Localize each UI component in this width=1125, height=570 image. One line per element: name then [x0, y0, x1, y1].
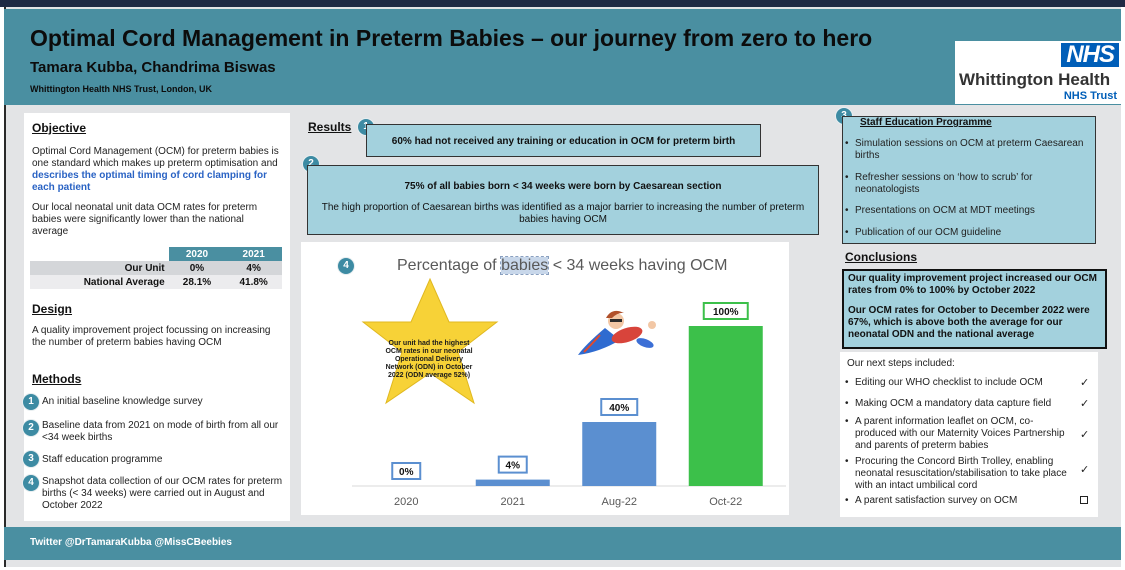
staff-item-1: Simulation sessions on OCM at preterm Ca… — [845, 138, 1085, 162]
result-1-box: 60% had not received any training or edu… — [366, 124, 761, 157]
next-steps-intro: Our next steps included: — [847, 358, 955, 369]
design-heading: Design — [32, 302, 73, 316]
result-number-4: 4 — [337, 257, 355, 275]
logo-org-name: Whittington Health — [959, 70, 1111, 89]
method-number-2: 2 — [22, 419, 40, 437]
results-heading: Results — [308, 120, 352, 134]
table-row: Our Unit 0% 4% — [30, 261, 282, 275]
window-top-strip — [0, 0, 1125, 7]
table-cell: Our Unit — [30, 261, 169, 275]
table-header-row: 2020 2021 — [30, 247, 282, 261]
conclusions-p1: Our quality improvement project increase… — [848, 273, 1097, 296]
staff-heading: Staff Education Programme — [860, 117, 992, 128]
method-item-2: Baseline data from 2021 on mode of birth… — [42, 420, 279, 443]
methods-heading: Methods — [32, 372, 82, 386]
table-cell: 0% — [168, 261, 226, 275]
method-item-4: Snapshot data collection of our OCM rate… — [42, 476, 283, 511]
objective-text-plain: Optimal Cord Management (OCM) for preter… — [32, 146, 279, 169]
nhs-logo: NHS Whittington Health NHS Trust — [955, 41, 1123, 104]
poster-header — [4, 9, 1121, 105]
table-header-2020: 2020 — [168, 247, 226, 261]
chart-panel — [301, 242, 789, 515]
next-step-4: Procuring the Concord Birth Trolley, ena… — [845, 456, 1069, 492]
method-number-1: 1 — [22, 393, 40, 411]
design-text: A quality improvement project focussing … — [32, 325, 271, 348]
objective-local-data: Our local neonatal unit data OCM rates f… — [32, 202, 258, 237]
next-step-2: Making OCM a mandatory data capture fiel… — [845, 398, 1067, 410]
done-check-icon: ✓ — [1080, 464, 1090, 476]
conclusions-box: Our quality improvement project increase… — [842, 269, 1107, 349]
poster-title: Optimal Cord Management in Preterm Babie… — [30, 25, 873, 51]
result-2-title: 75% of all babies born < 34 weeks were b… — [404, 181, 722, 192]
method-number-4: 4 — [22, 474, 40, 492]
chart-title-part-b: < 34 weeks having OCM — [552, 257, 728, 274]
staff-item-4: Publication of our OCM guideline — [845, 227, 1085, 239]
pending-checkbox-icon — [1080, 496, 1088, 504]
table-cell: 28.1% — [168, 275, 226, 289]
conclusions-p2: Our OCM rates for October to December 20… — [848, 305, 1090, 340]
done-check-icon: ✓ — [1080, 429, 1090, 441]
chart-title: Percentage of babies < 34 weeks having O… — [397, 256, 728, 275]
logo-trust-name: NHS Trust — [1063, 90, 1117, 102]
method-item-1: An initial baseline knowledge survey — [42, 396, 203, 407]
result-1-text: 60% had not received any training or edu… — [391, 136, 736, 147]
conclusions-heading: Conclusions — [845, 250, 918, 264]
left-panel — [24, 113, 290, 521]
table-cell: National Average — [30, 275, 169, 289]
table-cell: 41.8% — [225, 275, 282, 289]
objective-text-accent: describes the optimal timing of cord cla… — [32, 170, 268, 193]
objective-heading: Objective — [32, 121, 87, 135]
poster-authors: Tamara Kubba, Chandrima Biswas — [30, 59, 276, 76]
next-step-5: A parent satisfaction survey on OCM — [845, 495, 1067, 507]
table-corner-cell — [30, 247, 169, 261]
done-check-icon: ✓ — [1080, 398, 1090, 410]
chart-title-selected-word: babies — [500, 256, 550, 275]
star-callout-text: Our unit had the highest OCM rates in ou… — [385, 340, 473, 379]
next-step-1: Editing our WHO checklist to include OCM — [845, 377, 1067, 389]
ocm-rates-table: 2020 2021 Our Unit 0% 4% National Averag… — [30, 247, 282, 289]
staff-item-3: Presentations on OCM at MDT meetings — [845, 205, 1085, 217]
twitter-handles: Twitter @DrTamaraKubba @MissCBeebies — [30, 537, 232, 548]
staff-item-2: Refresher sessions on ‘how to scrub’ for… — [845, 172, 1085, 196]
table-header-2021: 2021 — [225, 247, 282, 261]
chart-title-part-a: Percentage of — [397, 257, 497, 274]
poster-affiliation: Whittington Health NHS Trust, London, UK — [30, 84, 212, 94]
done-check-icon: ✓ — [1080, 377, 1090, 389]
result-2-text: The high proportion of Caesarean births … — [321, 202, 805, 225]
table-cell: 4% — [225, 261, 282, 275]
method-item-3: Staff education programme — [42, 454, 163, 465]
next-step-3: A parent information leaflet on OCM, co-… — [845, 416, 1067, 452]
result-2-box: 75% of all babies born < 34 weeks were b… — [307, 165, 819, 235]
method-number-3: 3 — [22, 450, 40, 468]
objective-text: Optimal Cord Management (OCM) for preter… — [32, 146, 280, 194]
nhs-logo-mark: NHS — [1061, 43, 1119, 67]
table-row: National Average 28.1% 41.8% — [30, 275, 282, 289]
poster-footer — [4, 527, 1121, 560]
